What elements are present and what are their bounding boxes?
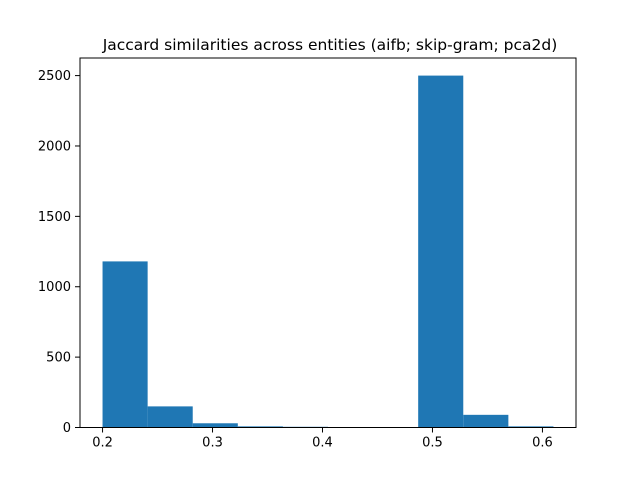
y-tick-label-0: 0 (63, 421, 71, 436)
y-tick-label-4: 2000 (38, 139, 71, 154)
plot-frame (79, 57, 577, 428)
x-axis-ticks: 0.2 0.3 0.4 0.5 0.6 (92, 427, 553, 451)
histogram-bar-3 (237, 426, 283, 428)
y-axis-ticks: 0 500 1000 1500 2000 2500 (38, 69, 80, 436)
x-tick-label-3: 0.5 (422, 436, 443, 451)
y-tick-label-5: 2500 (38, 69, 71, 84)
chart-title: Jaccard similarities across entities (ai… (102, 36, 558, 54)
x-tick-label-1: 0.3 (202, 436, 223, 451)
y-tick-label-1: 500 (46, 351, 71, 366)
histogram-bar-2 (192, 423, 238, 428)
bars-group (102, 75, 554, 428)
histogram-bar-1 (147, 406, 193, 428)
x-tick-label-0: 0.2 (92, 436, 113, 451)
histogram-bar-7 (418, 75, 464, 428)
histogram-bar-8 (463, 414, 509, 428)
y-tick-label-2: 1000 (38, 280, 71, 295)
histogram-bar-0 (102, 261, 148, 428)
x-tick-label-4: 0.6 (532, 436, 553, 451)
x-tick-label-2: 0.4 (312, 436, 333, 451)
histogram-bar-9 (508, 426, 554, 428)
y-tick-label-3: 1500 (38, 210, 71, 225)
